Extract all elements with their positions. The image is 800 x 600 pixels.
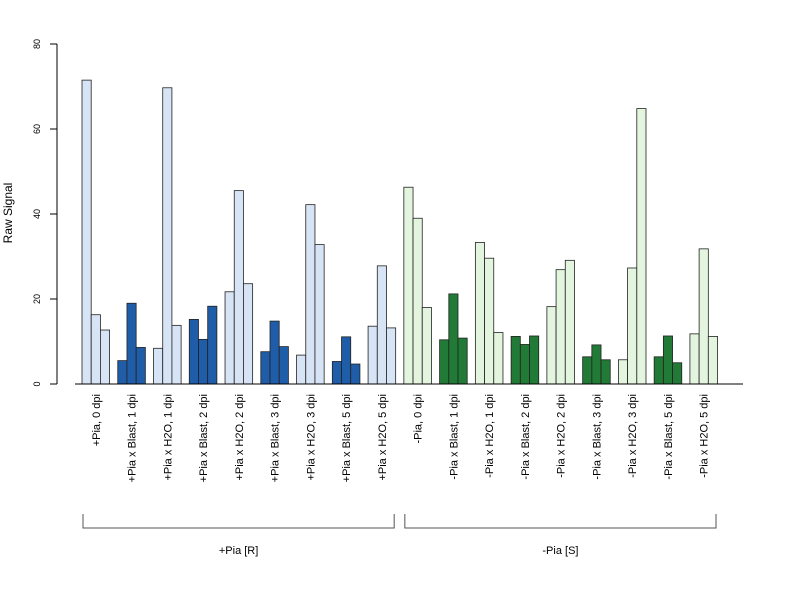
group-bracket (82, 514, 395, 529)
bars (81, 79, 718, 385)
bar (367, 325, 378, 385)
x-tick-label: +Pia x Blast, 2 dpi (198, 394, 210, 482)
y-tick-label: 80 (32, 39, 42, 49)
bar (403, 186, 414, 385)
bar (188, 318, 199, 385)
bar (546, 306, 557, 385)
x-tick-label: -Pia, 0 dpi (413, 394, 425, 444)
bar (510, 335, 521, 385)
bar (350, 363, 361, 385)
bar (493, 332, 504, 385)
group-brackets: +Pia [R] -Pia [S] (82, 514, 717, 557)
x-tick-label: +Pia x H2O, 2 dpi (234, 394, 246, 481)
bar (126, 302, 137, 385)
group-bracket (404, 514, 717, 529)
bar (81, 79, 92, 385)
bar (376, 265, 387, 385)
bar (672, 362, 683, 385)
bar (618, 359, 629, 385)
y-tick-label: 20 (32, 294, 42, 304)
bar (591, 344, 602, 385)
bar (278, 346, 289, 385)
bar (269, 320, 280, 385)
bar (162, 87, 173, 385)
bar (207, 305, 218, 385)
x-tick-label: +Pia x H2O, 3 dpi (305, 394, 317, 481)
bar (341, 336, 352, 385)
bar (412, 217, 423, 385)
x-tick-label: +Pia x H2O, 5 dpi (377, 394, 389, 481)
x-tick-labels: +Pia, 0 dpi +Pia x Blast, 1 dpi +Pia x H2O… (91, 394, 711, 482)
bar (529, 335, 540, 385)
bar (117, 360, 128, 385)
bar (600, 359, 611, 385)
bar (305, 204, 316, 385)
x-tick-label: +Pia x Blast, 1 dpi (127, 394, 139, 482)
x-tick-label: +Pia x Blast, 5 dpi (341, 394, 353, 482)
bar (314, 244, 325, 385)
y-axis: 0 20 40 60 80 (32, 39, 58, 387)
bar (457, 337, 468, 385)
x-tick-label: -Pia x Blast, 1 dpi (448, 394, 460, 480)
group-label: -Pia [S] (542, 545, 578, 557)
bar (689, 333, 700, 385)
bar (90, 314, 101, 385)
bar (233, 190, 244, 385)
x-tick-label: -Pia x H2O, 3 dpi (627, 394, 639, 478)
x-tick-label: -Pia x H2O, 5 dpi (699, 394, 711, 478)
bar (564, 259, 575, 385)
bar (698, 248, 709, 385)
bar (296, 354, 307, 385)
y-tick-label: 40 (32, 209, 42, 219)
x-tick-label: +Pia x Blast, 3 dpi (270, 394, 282, 482)
bar (135, 347, 146, 385)
bar (555, 269, 566, 385)
y-axis-label: Raw Signal (1, 183, 15, 244)
bar (627, 267, 638, 385)
x-tick-label: -Pia x H2O, 2 dpi (556, 394, 568, 478)
bar (474, 242, 485, 385)
bar (198, 338, 209, 385)
bar (439, 339, 450, 385)
bar (582, 356, 593, 385)
bar (153, 347, 164, 385)
bar (331, 361, 342, 385)
bar (707, 335, 718, 385)
bar (662, 335, 673, 385)
x-tick-label: -Pia x Blast, 3 dpi (591, 394, 603, 480)
y-tick-label: 0 (32, 381, 42, 386)
bar (484, 257, 495, 385)
group-label: +Pia [R] (219, 545, 258, 557)
bar (421, 307, 432, 385)
x-tick-label: +Pia x H2O, 1 dpi (162, 394, 174, 481)
y-tick-label: 60 (32, 124, 42, 134)
bar (636, 108, 647, 385)
bar (171, 324, 182, 385)
bar (224, 291, 235, 385)
bar (386, 327, 397, 385)
bar (260, 351, 271, 385)
x-tick-label: -Pia x H2O, 1 dpi (484, 394, 496, 478)
x-tick-label: -Pia x Blast, 5 dpi (663, 394, 675, 480)
x-tick-label: +Pia, 0 dpi (91, 394, 103, 446)
bar (519, 344, 530, 385)
bar (448, 293, 459, 385)
x-tick-label: -Pia x Blast, 2 dpi (520, 394, 532, 480)
bar (243, 283, 254, 385)
bar (100, 329, 111, 385)
bar (653, 356, 664, 385)
